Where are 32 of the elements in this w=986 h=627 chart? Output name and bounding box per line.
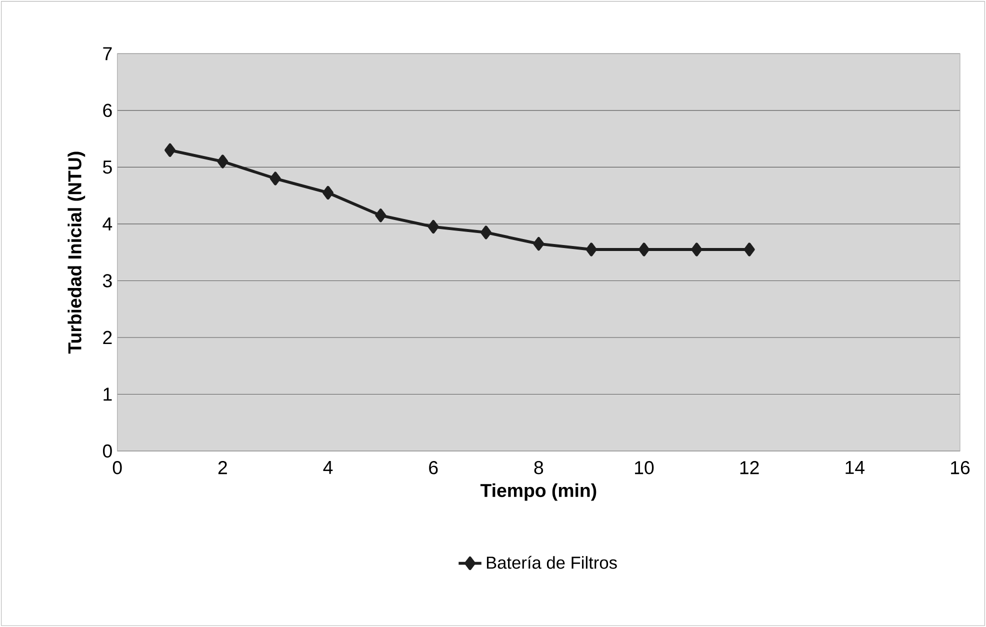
x-tick-label: 4 [323,461,333,474]
x-tick-label: 12 [740,461,759,474]
y-tick-label: 3 [102,274,112,288]
y-tick-label: 6 [103,104,112,118]
y-tick-label: 7 [103,47,112,60]
y-tick-label: 4 [102,218,112,230]
y-tick-label: 1 [104,388,112,401]
point [164,143,176,157]
y-axis-title: Turbiedad Inicial (NTU) [68,152,86,354]
point [638,242,650,256]
point [270,172,281,186]
point [691,242,702,256]
point [744,242,755,256]
y-tick-label: 0 [102,444,112,458]
point [217,154,228,168]
x-tick-label: 0 [112,461,122,474]
point [533,237,544,251]
legend-label: Batería de Filtros [486,556,617,569]
x-tick-label: 8 [534,461,544,474]
x-tick-label: 10 [635,461,654,474]
y-tick-label: 2 [103,330,112,344]
x-tick-label: 6 [429,461,438,474]
x-tick-label: 14 [846,461,864,474]
point [480,226,492,240]
y-tick-label: 5 [103,160,112,174]
point [428,220,439,234]
point [322,186,334,200]
x-tick-label: 2 [218,461,227,474]
point [375,208,386,222]
x-axis-title: Tiempo (min) [480,483,596,501]
x-tick-label: 16 [951,461,970,474]
point [586,242,597,256]
